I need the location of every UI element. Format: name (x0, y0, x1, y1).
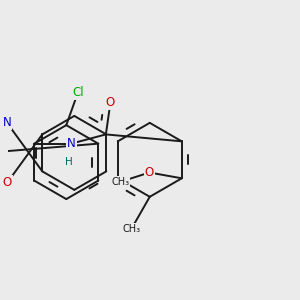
Text: H: H (65, 157, 73, 167)
Text: CH₃: CH₃ (122, 224, 140, 234)
Text: CH₃: CH₃ (112, 177, 130, 187)
Text: O: O (145, 166, 154, 179)
Text: Cl: Cl (72, 86, 84, 99)
Text: O: O (106, 96, 115, 109)
Text: N: N (3, 116, 11, 130)
Text: O: O (2, 176, 12, 189)
Text: N: N (67, 137, 76, 150)
